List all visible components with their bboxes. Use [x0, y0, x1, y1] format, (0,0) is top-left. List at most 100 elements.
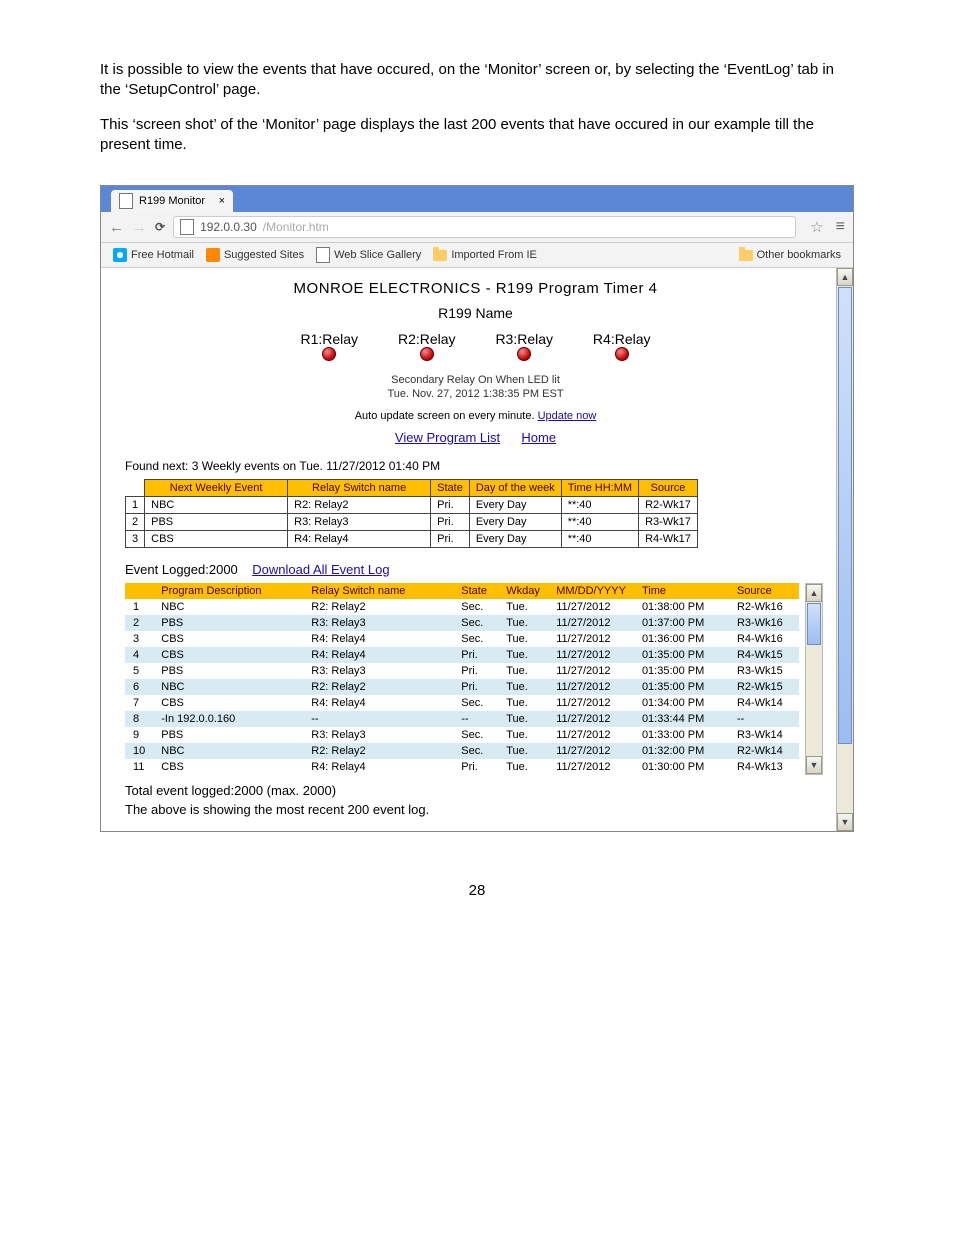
- cell-source: R4-Wk13: [729, 759, 799, 775]
- cell-time: 01:36:00 PM: [634, 631, 729, 647]
- cell-time: 01:35:00 PM: [634, 663, 729, 679]
- cell-date: 11/27/2012: [548, 759, 634, 775]
- bookmarks-bar: Free Hotmail Suggested Sites Web Slice G…: [101, 243, 853, 268]
- cell-date: 11/27/2012: [548, 727, 634, 743]
- cell-wkday: Tue.: [498, 647, 548, 663]
- cell-wkday: Tue.: [498, 599, 548, 615]
- bookmark-star-icon[interactable]: ☆: [810, 218, 823, 236]
- home-link[interactable]: Home: [521, 430, 556, 445]
- row-num: 2: [126, 514, 145, 531]
- cell-time: 01:33:44 PM: [634, 711, 729, 727]
- bookmark-imported[interactable]: Imported From IE: [429, 249, 541, 261]
- cell-day: Every Day: [469, 497, 561, 514]
- cell-relay: R4: Relay4: [303, 647, 453, 663]
- bookmark-webslice[interactable]: Web Slice Gallery: [312, 247, 425, 263]
- row-num: 11: [125, 759, 153, 775]
- col-wkday: Wkday: [498, 583, 548, 599]
- download-log-link[interactable]: Download All Event Log: [252, 562, 389, 577]
- row-num: 7: [125, 695, 153, 711]
- col-date: MM/DD/YYYY: [548, 583, 634, 599]
- col-desc: Program Description: [153, 583, 303, 599]
- page-icon: [180, 219, 194, 235]
- forward-button[interactable]: →: [132, 219, 147, 236]
- cell-time: 01:37:00 PM: [634, 615, 729, 631]
- bookmark-other[interactable]: Other bookmarks: [735, 249, 845, 261]
- relay-label: R4:Relay: [593, 331, 651, 347]
- cell-wkday: Tue.: [498, 615, 548, 631]
- scroll-thumb[interactable]: [838, 287, 852, 744]
- bookmark-label: Web Slice Gallery: [334, 249, 421, 261]
- scroll-up-icon[interactable]: ▲: [806, 584, 822, 602]
- row-num: 8: [125, 711, 153, 727]
- tab-title: R199 Monitor: [139, 195, 205, 207]
- browser-tab[interactable]: R199 Monitor ×: [111, 190, 233, 212]
- col-state: State: [453, 583, 498, 599]
- bookmark-hotmail[interactable]: Free Hotmail: [109, 248, 198, 262]
- cell-relay: --: [303, 711, 453, 727]
- col-state: State: [431, 480, 470, 497]
- bookmark-suggested[interactable]: Suggested Sites: [202, 248, 308, 262]
- log-scrollbar[interactable]: ▲ ▼: [805, 583, 823, 775]
- back-button[interactable]: ←: [109, 219, 124, 236]
- cell-state: Sec.: [453, 631, 498, 647]
- cell-date: 11/27/2012: [548, 631, 634, 647]
- table-row: 9PBSR3: Relay3Sec.Tue.11/27/201201:33:00…: [125, 727, 799, 743]
- cell-time: 01:30:00 PM: [634, 759, 729, 775]
- cell-source: --: [729, 711, 799, 727]
- cell-date: 11/27/2012: [548, 647, 634, 663]
- cell-state: Sec.: [453, 615, 498, 631]
- cell-date: 11/27/2012: [548, 663, 634, 679]
- col-time: Time: [634, 583, 729, 599]
- view-program-list-link[interactable]: View Program List: [395, 430, 500, 445]
- relay-status: R1:Relay R2:Relay R3:Relay R4:Relay: [125, 331, 826, 364]
- col-relay: Relay Switch name: [288, 480, 431, 497]
- table-row: 3CBSR4: Relay4Sec.Tue.11/27/201201:36:00…: [125, 631, 799, 647]
- scroll-down-icon[interactable]: ▼: [837, 813, 853, 831]
- cell-wkday: Tue.: [498, 711, 548, 727]
- url-input[interactable]: 192.0.0.30/Monitor.htm: [173, 216, 796, 238]
- scroll-thumb[interactable]: [807, 603, 821, 645]
- totals-line1: Total event logged:2000 (max. 2000): [125, 783, 826, 798]
- relay-label: R1:Relay: [300, 331, 358, 347]
- upcoming-events-table: Next Weekly Event Relay Switch name Stat…: [125, 479, 698, 548]
- event-logged-label: Event Logged:: [125, 562, 209, 577]
- intro-p1: It is possible to view the events that h…: [100, 60, 854, 101]
- update-now-link[interactable]: Update now: [538, 410, 597, 422]
- scroll-up-icon[interactable]: ▲: [837, 268, 853, 286]
- cell-state: Pri.: [431, 531, 470, 548]
- table-row: 5PBSR3: Relay3Pri.Tue.11/27/201201:35:00…: [125, 663, 799, 679]
- cell-desc: CBS: [153, 695, 303, 711]
- cell-source: R2-Wk16: [729, 599, 799, 615]
- cell-wkday: Tue.: [498, 727, 548, 743]
- reload-button[interactable]: ⟳: [155, 220, 165, 234]
- col-relay: Relay Switch name: [303, 583, 453, 599]
- hotmail-icon: [113, 248, 127, 262]
- page-icon: [119, 193, 133, 209]
- url-host: 192.0.0.30: [200, 220, 257, 234]
- row-num: 5: [125, 663, 153, 679]
- scroll-down-icon[interactable]: ▼: [806, 756, 822, 774]
- cell-time: **:40: [561, 497, 638, 514]
- close-tab-icon[interactable]: ×: [219, 195, 225, 207]
- page-scrollbar[interactable]: ▲ ▼: [836, 268, 853, 831]
- menu-icon[interactable]: ≡: [836, 218, 845, 236]
- table-row: 6NBCR2: Relay2Pri.Tue.11/27/201201:35:00…: [125, 679, 799, 695]
- cell-desc: PBS: [153, 615, 303, 631]
- table-row: 3CBSR4: Relay4Pri.Every Day**:40R4-Wk17: [126, 531, 698, 548]
- cell-wkday: Tue.: [498, 663, 548, 679]
- bookmark-label: Suggested Sites: [224, 249, 304, 261]
- cell-source: R3-Wk15: [729, 663, 799, 679]
- cell-date: 11/27/2012: [548, 615, 634, 631]
- auto-update-text: Auto update screen on every minute.: [355, 410, 538, 422]
- cell-relay: R2: Relay2: [303, 743, 453, 759]
- intro-p2: This ‘screen shot’ of the ‘Monitor’ page…: [100, 115, 854, 156]
- table-row: 11CBSR4: Relay4Pri.Tue.11/27/201201:30:0…: [125, 759, 799, 775]
- row-num: 3: [126, 531, 145, 548]
- cell-relay: R4: Relay4: [288, 531, 431, 548]
- cell-time: 01:35:00 PM: [634, 679, 729, 695]
- cell-desc: CBS: [153, 759, 303, 775]
- cell-relay: R2: Relay2: [303, 599, 453, 615]
- cell-source: R3-Wk16: [729, 615, 799, 631]
- cell-wkday: Tue.: [498, 631, 548, 647]
- cell-state: Sec.: [453, 727, 498, 743]
